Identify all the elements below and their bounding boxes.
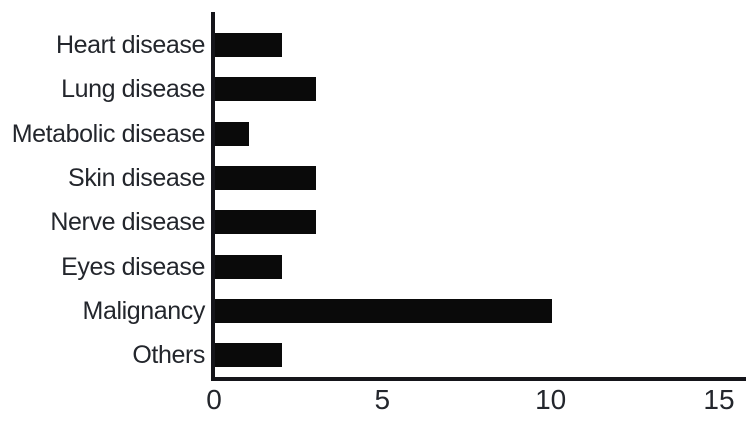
bar [215, 33, 282, 57]
category-label: Heart disease [55, 31, 205, 59]
y-axis-line [211, 12, 215, 381]
category-label: Nerve disease [50, 208, 205, 237]
x-axis-line [211, 377, 746, 381]
category-label: Metabolic disease [11, 119, 206, 148]
x-tick-label: 0 [206, 384, 222, 415]
bar [215, 299, 552, 324]
x-tick-label: 15 [703, 384, 735, 415]
bar [215, 254, 282, 279]
bar [215, 343, 282, 368]
x-tick-label: 5 [374, 384, 391, 415]
category-label: Malignancy [82, 297, 206, 326]
bar [215, 166, 316, 191]
category-label: Others [132, 341, 205, 370]
x-tick-label: 10 [535, 384, 567, 415]
bar [215, 77, 316, 102]
category-label: Lung disease [61, 75, 205, 104]
category-label: Eyes disease [61, 252, 205, 281]
bar [215, 210, 316, 235]
bar [215, 121, 249, 146]
category-label: Skin disease [68, 164, 205, 193]
